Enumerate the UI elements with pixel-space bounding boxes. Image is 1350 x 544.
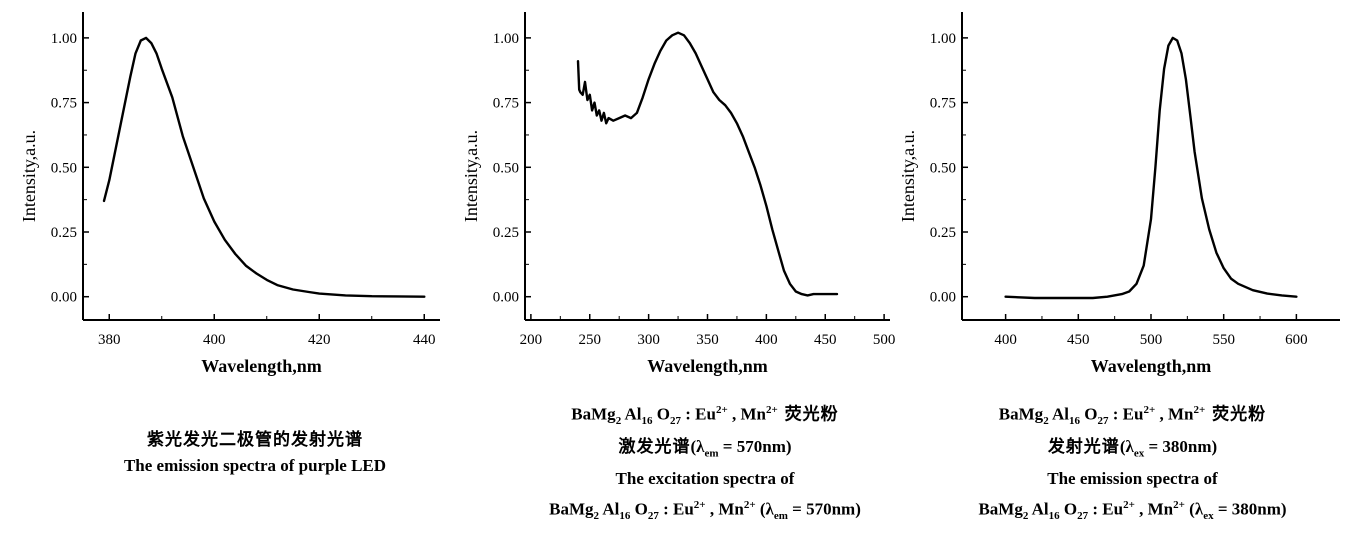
caption-middle: BaMg2 Al16 O27 : Eu2+ , Mn2+ 荧光粉 激发光谱(λe… <box>495 397 915 529</box>
x-tick-label: 420 <box>308 332 331 348</box>
caption-right-line4: BaMg2 Al16 O27 : Eu2+ , Mn2+ (λex = 380n… <box>978 499 1287 523</box>
caption-right: BaMg2 Al16 O27 : Eu2+ , Mn2+ 荧光粉 发射光谱(λe… <box>920 397 1345 529</box>
chart-left: 0.00 0.25 0.50 0.75 1.00 380 400 420 440 Waveleng… <box>19 12 440 376</box>
caption-right-line2: 发射光谱(λex = 380nm) <box>1047 437 1218 460</box>
series-line <box>576 31 839 297</box>
x-tick-label: 440 <box>413 332 436 348</box>
caption-right-en: The emission spectra of <box>1047 469 1218 489</box>
caption-middle-line1: BaMg2 Al16 O27 : Eu2+ , Mn2+ 荧光粉 <box>571 404 839 428</box>
x-tick-label: 450 <box>814 332 837 348</box>
chart-right: 0.00 0.25 0.50 0.75 1.00 400 450 500 550 600 Wavel… <box>898 12 1340 376</box>
caption-right-line1: BaMg2 Al16 O27 : Eu2+ , Mn2+ 荧光粉 <box>998 404 1267 428</box>
x-tick-label: 350 <box>696 332 719 348</box>
y-tick-label: 0.50 <box>493 160 519 176</box>
x-tick-label: 600 <box>1285 332 1308 348</box>
y-tick-label: 1.00 <box>930 31 956 47</box>
y-tick-label: 1.00 <box>51 31 77 47</box>
caption-middle-line2: 激发光谱(λem = 570nm) <box>618 437 792 460</box>
x-tick-label: 450 <box>1067 332 1090 348</box>
x-tick-label: 400 <box>755 332 778 348</box>
x-axis-title: Wavelength,nm <box>201 356 322 376</box>
caption-left-zh: 紫光发光二极管的发射光谱 <box>147 430 363 450</box>
series-line <box>1004 36 1298 300</box>
y-tick-label: 0.00 <box>493 290 519 306</box>
y-axis-title: Intensity,a.u. <box>461 130 481 222</box>
caption-middle-line4: BaMg2 Al16 O27 : Eu2+ , Mn2+ (λem = 570n… <box>549 499 861 523</box>
y-tick-label: 0.25 <box>493 225 519 241</box>
y-tick-label: 0.50 <box>51 160 77 176</box>
x-tick-label: 500 <box>1140 332 1163 348</box>
caption-left: 紫光发光二极管的发射光谱 The emission spectra of pur… <box>80 427 430 479</box>
caption-left-en: The emission spectra of purple LED <box>123 456 387 475</box>
x-axis-title: Wavelength,nm <box>1091 356 1212 376</box>
x-tick-label: 400 <box>203 332 226 348</box>
x-tick-label: 250 <box>579 332 602 348</box>
x-tick-label: 400 <box>994 332 1017 348</box>
y-axis-title: Intensity,a.u. <box>898 130 918 222</box>
x-tick-label: 300 <box>637 332 660 348</box>
series-line <box>102 36 426 298</box>
x-tick-label: 500 <box>873 332 896 348</box>
y-tick-label: 0.50 <box>930 160 956 176</box>
y-tick-label: 0.25 <box>51 225 77 241</box>
x-tick-label: 200 <box>520 332 543 348</box>
y-tick-label: 0.25 <box>930 225 956 241</box>
x-tick-label: 550 <box>1212 332 1235 348</box>
chart-middle: 0.00 0.25 0.50 0.75 1.00 200 250 300 350 400 450 50… <box>461 12 896 376</box>
y-tick-label: 1.00 <box>493 31 519 47</box>
y-tick-label: 0.75 <box>930 96 956 112</box>
y-tick-label: 0.75 <box>51 96 77 112</box>
y-tick-label: 0.00 <box>930 290 956 306</box>
x-axis-title: Wavelength,nm <box>647 356 768 376</box>
y-tick-label: 0.75 <box>493 96 519 112</box>
y-axis-title: Intensity,a.u. <box>19 130 39 222</box>
caption-middle-en: The excitation spectra of <box>615 469 795 489</box>
x-tick-label: 380 <box>98 332 121 348</box>
y-tick-label: 0.00 <box>51 290 77 306</box>
